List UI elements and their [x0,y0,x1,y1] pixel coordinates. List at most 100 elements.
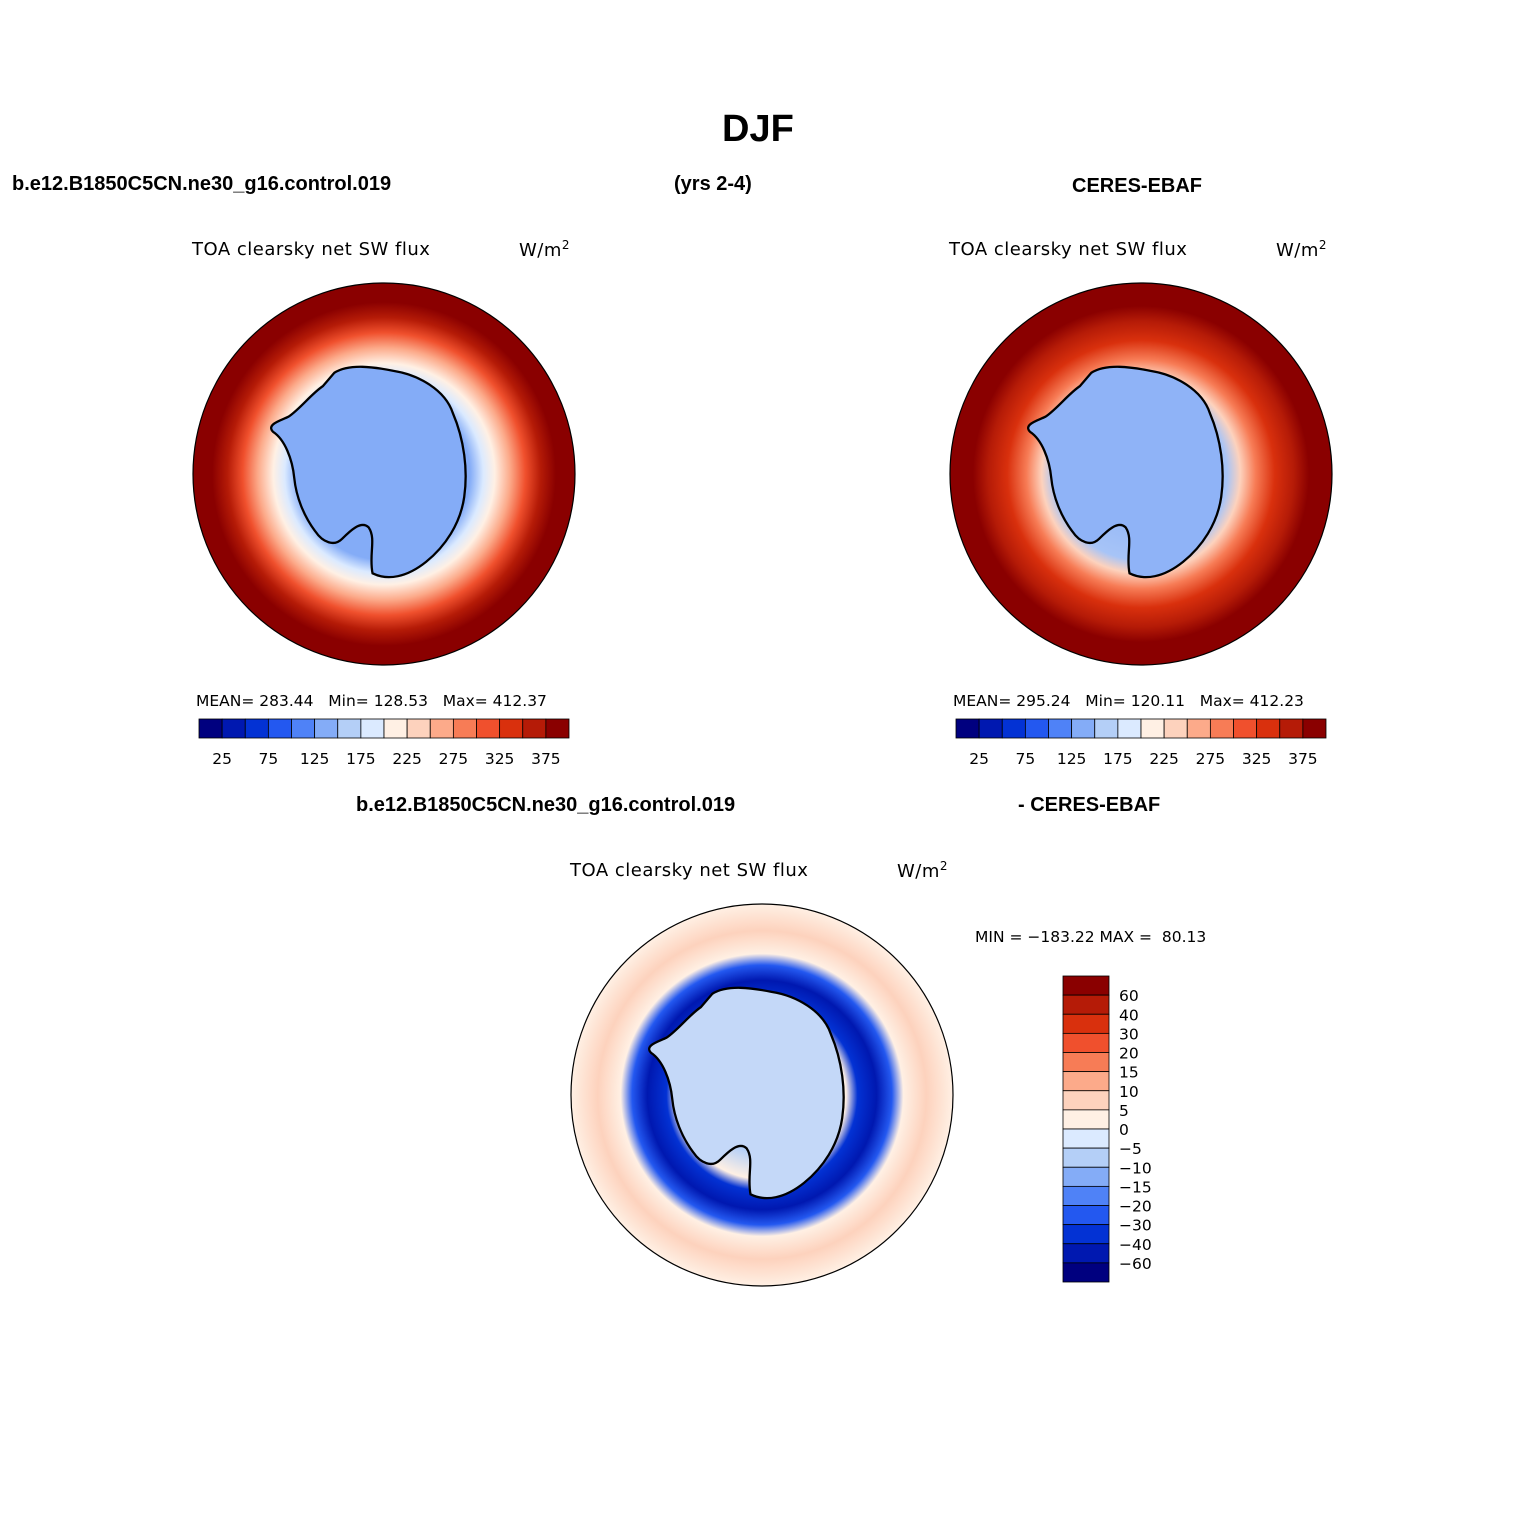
obs-colorbar-tick-label: 275 [1196,750,1226,768]
obs-colorbar-tick-label: 225 [1149,750,1179,768]
model-colorbar-box [522,718,547,739]
diff-stats-label: MIN = −183.22 MAX = 80.13 [975,928,1207,946]
obs-stats-label: MEAN= 295.24 Min= 120.11 Max= 412.23 [953,692,1304,710]
model-colorbar-box [429,718,454,739]
obs-colorbar-box [1186,718,1211,739]
diff-colorbar-tick-label: 0 [1119,1121,1129,1139]
obs-colorbar-box [1279,718,1304,739]
diff-colorbar-tick-label: 20 [1119,1045,1139,1063]
diff-colorbar-box [1062,1243,1110,1264]
obs-variable-label: TOA clearsky net SW flux [949,239,1188,260]
diff-units-exponent: 2 [939,859,949,873]
years-label: (yrs 2-4) [674,173,752,195]
model-colorbar-tick-label: 75 [259,750,279,768]
obs-colorbar-box [1233,718,1258,739]
diff-colorbar-tick-label: 5 [1119,1102,1129,1120]
obs-colorbar-box [1163,718,1188,739]
model-colorbar-box [267,718,292,739]
diff-colorbar-tick-label: 60 [1119,987,1139,1005]
diff-colorbar-tick-label: −5 [1119,1140,1142,1158]
diff-case-name-label: b.e12.B1850C5CN.ne30_g16.control.019 [356,794,736,816]
diff-colorbar-box [1062,1128,1110,1149]
obs-colorbar-box [1094,718,1119,739]
diff-colorbar-box [1062,1071,1110,1092]
diff-units-label: W/m2 [897,859,949,882]
model-colorbar-box [221,718,246,739]
obs-name-label: CERES-EBAF [1072,175,1203,197]
diff-variable-label: TOA clearsky net SW flux [570,860,809,881]
obs-colorbar-box [1001,718,1026,739]
diff-colorbar-tick-label: −10 [1119,1159,1152,1177]
diff-colorbar-tick-label: 10 [1119,1083,1139,1101]
obs-colorbar-box [1117,718,1142,739]
model-colorbar-tick-label: 175 [346,750,376,768]
diff-colorbar-box [1062,1224,1110,1245]
diff-colorbar-box [1062,975,1110,996]
model-colorbar-box [314,718,339,739]
diff-colorbar-box [1062,1032,1110,1053]
diff-colorbar-box [1062,1090,1110,1111]
model-colorbar-tick-label: 125 [300,750,330,768]
model-colorbar-box [545,718,570,739]
model-colorbar-tick-label: 225 [392,750,422,768]
model-units-exponent: 2 [561,238,571,252]
diff-colorbar-tick-label: 40 [1119,1006,1139,1024]
model-colorbar-box [291,718,316,739]
model-colorbar-box [406,718,431,739]
obs-colorbar-tick-label: 325 [1242,750,1272,768]
model-colorbar-box [198,718,223,739]
obs-colorbar-box [1256,718,1281,739]
model-colorbar-box [499,718,524,739]
diff-colorbar-box [1062,1262,1110,1283]
model-units-label: W/m2 [519,238,571,261]
diff-colorbar-box [1062,1013,1110,1034]
obs-colorbar-box [955,718,980,739]
obs-map [949,282,1333,666]
model-colorbar-box [337,718,362,739]
case-name-label: b.e12.B1850C5CN.ne30_g16.control.019 [12,173,392,195]
diff-colorbar-box [1062,1205,1110,1226]
diff-obs-name-label: - CERES-EBAF [1018,794,1161,816]
obs-colorbar-box [1140,718,1165,739]
obs-units-exponent: 2 [1318,238,1328,252]
obs-colorbar-tick-label: 125 [1057,750,1087,768]
diff-colorbar-box [1062,1147,1110,1168]
model-colorbar-box [244,718,269,739]
obs-colorbar-tick-label: 25 [969,750,989,768]
diff-colorbar-tick-label: −60 [1119,1255,1152,1273]
obs-colorbar-tick-label: 375 [1288,750,1318,768]
obs-colorbar: 25 75 125 175 225 275 325 375 [955,718,1327,768]
model-stats-label: MEAN= 283.44 Min= 128.53 Max= 412.37 [196,692,547,710]
model-colorbar-tick-label: 325 [485,750,515,768]
obs-colorbar-tick-label: 175 [1103,750,1133,768]
diff-colorbar-tick-label: −20 [1119,1198,1152,1216]
model-variable-label: TOA clearsky net SW flux [192,239,431,260]
model-colorbar-box [476,718,501,739]
model-map [192,282,576,666]
obs-colorbar-box [978,718,1003,739]
diff-colorbar-box [1062,1166,1110,1187]
diff-colorbar-box [1062,1052,1110,1073]
obs-colorbar-box [1302,718,1327,739]
model-colorbar: 25 75 125 175 225 275 325 375 [198,718,570,768]
model-colorbar-box [360,718,385,739]
figure-title: DJF [722,108,794,150]
diff-colorbar-tick-label: −15 [1119,1178,1152,1196]
obs-colorbar-box [1048,718,1073,739]
diff-colorbar-box [1062,994,1110,1015]
diff-colorbar-tick-label: −30 [1119,1217,1152,1235]
model-colorbar-tick-label: 275 [439,750,469,768]
diff-colorbar-tick-label: 15 [1119,1064,1139,1082]
model-colorbar-box [383,718,408,739]
model-colorbar-box [452,718,477,739]
diff-colorbar-tick-label: −40 [1119,1236,1152,1254]
diff-colorbar-box [1062,1185,1110,1206]
obs-colorbar-box [1071,718,1096,739]
obs-colorbar-box [1024,718,1049,739]
diff-colorbar-tick-label: 30 [1119,1025,1139,1043]
obs-units-label: W/m2 [1276,238,1328,261]
obs-colorbar-box [1209,718,1234,739]
obs-colorbar-tick-label: 75 [1016,750,1036,768]
diff-map [570,903,954,1287]
